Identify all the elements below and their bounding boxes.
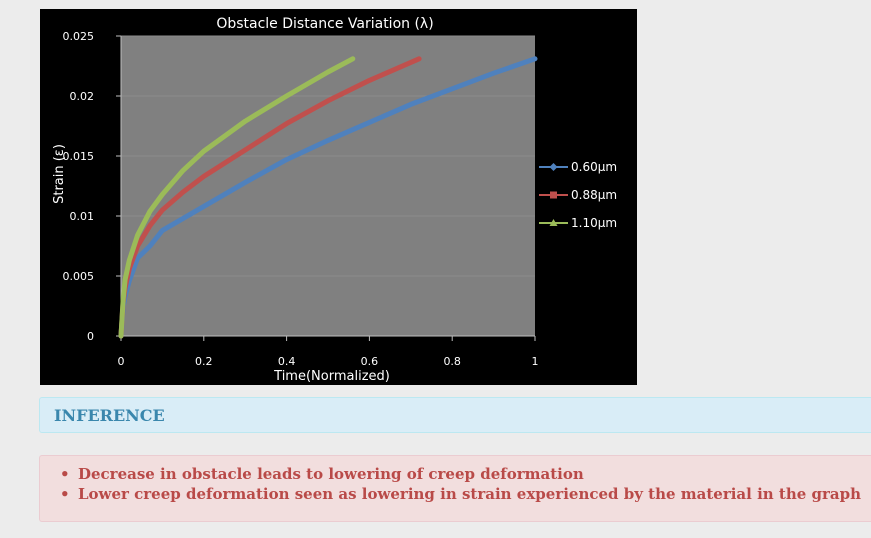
x-tick-label: 0.4 [278,355,296,368]
legend-label: 0.88μm [571,188,617,202]
series-line-2 [118,56,356,339]
list-item-text: Decrease in obstacle leads to lowering o… [78,465,584,483]
x-tick-label: 0 [118,355,125,368]
inference-points-list: • Decrease in obstacle leads to lowering … [60,464,861,504]
y-axis-title: Strain (ε) [52,144,67,204]
strain-chart: Obstacle Distance Variation (λ) 0 0.005 0.… [52,16,617,384]
inference-points-panel: • Decrease in obstacle leads to lowering … [39,455,871,522]
legend-label: 1.10μm [571,216,617,230]
x-tick-label: 0.2 [195,355,213,368]
legend-diamond-icon [549,163,558,171]
legend: 0.60μm 0.88μm 1.10μm [539,160,617,230]
y-tick-label: 0.015 [63,150,95,163]
x-tick-label: 1 [532,355,539,368]
x-tick-label: 0.6 [361,355,379,368]
legend-triangle-icon [549,219,558,226]
legend-square-icon [550,191,557,199]
y-tick-label: 0 [87,330,94,343]
chart-title: Obstacle Distance Variation (λ) [216,16,433,32]
x-tick-label: 0.8 [443,355,461,368]
legend-item: 0.60μm [539,160,617,174]
list-item: • Decrease in obstacle leads to lowering … [60,464,861,484]
list-item-text: Lower creep deformation seen as lowering… [78,485,861,503]
bullet-icon: • [60,465,70,483]
x-axis-title: Time(Normalized) [273,369,390,384]
y-tick-labels: 0 0.005 0.01 0.015 0.02 0.025 [63,30,121,343]
inference-heading: INFERENCE [54,406,165,425]
x-tick-labels: 0 0.2 0.4 0.6 0.8 1 [118,336,539,368]
list-item: • Lower creep deformation seen as lowerin… [60,484,861,504]
y-tick-label: 0.01 [70,210,95,223]
inference-panel: INFERENCE [39,397,871,433]
y-tick-label: 0.02 [70,90,95,103]
bullet-icon: • [60,485,70,503]
legend-item: 1.10μm [539,216,617,230]
y-tick-label: 0.025 [63,30,95,43]
legend-label: 0.60μm [571,160,617,174]
series-lines [118,56,538,339]
chart-panel: Obstacle Distance Variation (λ) 0 0.005 0.… [40,9,637,385]
legend-item: 0.88μm [539,188,617,202]
y-tick-label: 0.005 [63,270,95,283]
